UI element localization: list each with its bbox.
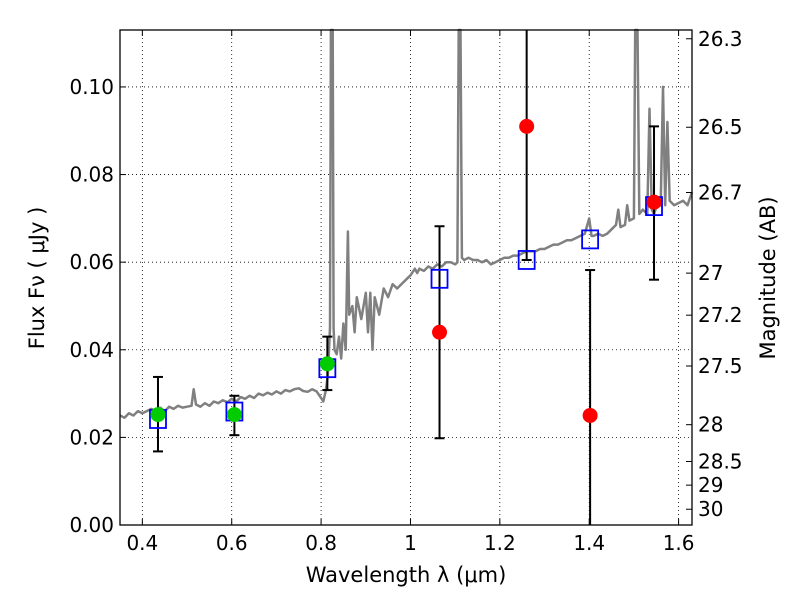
x-tick-label: 0.8 (305, 531, 337, 555)
data-points-layer (150, 118, 662, 423)
y-tick-label: 0.08 (69, 163, 114, 187)
x-tick-label: 1.6 (663, 531, 695, 555)
detection-point (319, 356, 335, 372)
y-tick-label: 0.04 (69, 338, 114, 362)
model-sed-layer (119, 28, 694, 419)
nir-flux-point (582, 407, 598, 423)
x-tick-label: 0.4 (126, 531, 158, 555)
plot-frame (119, 29, 693, 526)
y-axis-ticks: 0.00 0.02 0.04 0.06 0.08 0.10 (69, 75, 126, 537)
magnitude-axis-label: Magnitude (AB) (756, 196, 780, 359)
grid (120, 30, 692, 525)
detection-point (150, 407, 166, 423)
model-photometry-square (517, 250, 536, 270)
model-sed-line (119, 28, 694, 419)
x-tick-label: 1.2 (484, 531, 516, 555)
magnitude-tick-label: 27 (698, 261, 723, 285)
y-tick-label: 0.06 (69, 250, 114, 274)
x-tick-label: 1 (404, 531, 417, 555)
magnitude-tick-label: 29 (698, 473, 723, 497)
x-tick-label: 1.4 (573, 531, 605, 555)
magnitude-tick-label: 28.5 (698, 449, 743, 473)
magnitude-tick-label: 30 (698, 497, 723, 521)
x-tick-label: 0.6 (216, 531, 248, 555)
magnitude-tick-label: 27.5 (698, 354, 743, 378)
magnitude-tick-label: 26.7 (698, 181, 743, 205)
y-tick-label: 0.00 (69, 513, 114, 537)
nir-flux-point (646, 194, 662, 210)
nir-flux-point (432, 324, 448, 340)
x-axis-label: Wavelength λ (μm) (306, 563, 507, 587)
y-tick-label: 0.10 (69, 75, 114, 99)
magnitude-tick-label: 28 (698, 413, 723, 437)
y-axis-label: Flux Fν ( μJy ) (25, 207, 49, 350)
magnitude-tick-label: 27.2 (698, 303, 743, 327)
detection-point (226, 407, 242, 423)
x-axis-ticks: 0.4 0.6 0.8 1 1.2 1.4 1.6 (126, 30, 695, 555)
error-bars-layer (152, 30, 660, 525)
y-tick-label: 0.02 (69, 425, 114, 449)
model-photometry-square (430, 268, 449, 289)
magnitude-tick-label: 26.3 (698, 27, 743, 51)
nir-flux-point (519, 118, 535, 134)
model-photometry-square (581, 229, 600, 250)
magnitude-tick-label: 26.5 (698, 115, 743, 139)
